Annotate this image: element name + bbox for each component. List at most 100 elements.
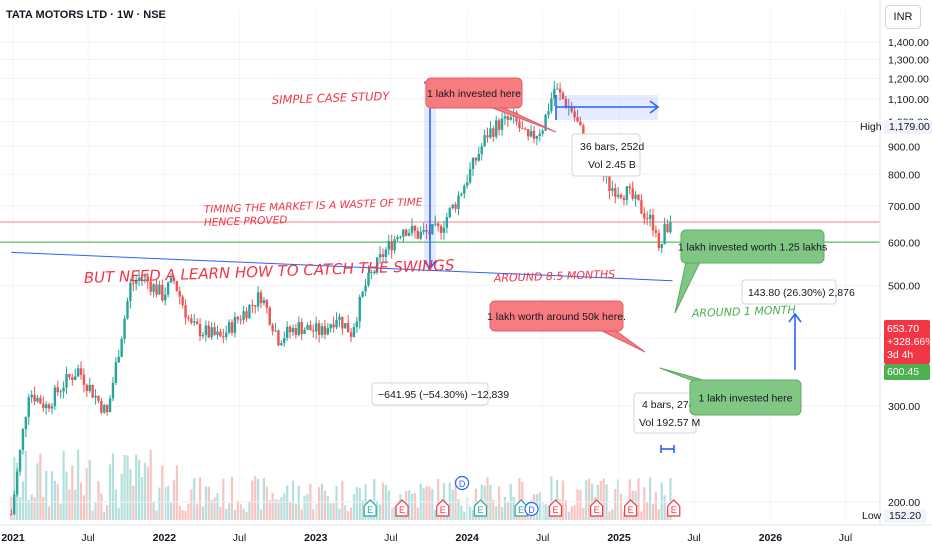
volume-bar: [213, 497, 216, 520]
volume-bar: [387, 490, 390, 520]
candle-body: [195, 321, 199, 324]
volume-bar: [608, 511, 611, 520]
candle-body: [367, 272, 370, 286]
candle-body: [628, 186, 631, 189]
measure-drop-arrow: [423, 260, 437, 270]
candle-body: [474, 157, 478, 161]
volume-bar: [143, 462, 147, 520]
volume-bar: [91, 510, 94, 520]
volume-bar: [24, 450, 27, 520]
volume-bar: [376, 500, 379, 520]
volume-bar: [323, 490, 327, 520]
volume-bar: [262, 477, 266, 520]
volume-bar: [341, 480, 344, 520]
volume-bar: [347, 511, 350, 520]
volume-bar: [660, 482, 663, 520]
volume-bar: [617, 479, 620, 520]
candle-body: [375, 257, 379, 272]
candle-body: [503, 116, 507, 119]
candle-body: [631, 188, 634, 199]
candle-body: [158, 284, 161, 295]
event-markers: E E E E E E E E EDD: [363, 475, 681, 517]
y-tick-label: 1,200.00: [888, 73, 929, 85]
candle-body: [410, 225, 414, 233]
candle-body: [468, 169, 472, 183]
volume-bar: [225, 508, 228, 520]
candle-body: [94, 395, 97, 398]
volume-bar: [498, 486, 501, 520]
volume-bar: [550, 476, 553, 520]
candle-body: [619, 194, 623, 198]
candle-body: [210, 327, 213, 338]
earnings-marker-shape: [624, 499, 638, 517]
candle-body: [405, 229, 408, 236]
candle-body: [213, 327, 216, 335]
volume-bar: [42, 497, 45, 520]
candle-body: [370, 272, 373, 274]
candle-body: [518, 121, 521, 129]
candle-body: [39, 397, 42, 404]
candle-body: [532, 130, 536, 139]
y-tick-label: 800.00: [888, 169, 920, 181]
candle-body: [166, 282, 170, 295]
callout-worth125-box: [680, 229, 825, 264]
candle-body: [169, 277, 173, 283]
dividend-marker-shape: [454, 475, 470, 491]
volume-bar: [457, 499, 460, 520]
candle-body: [550, 98, 553, 112]
callout-worth125-tail: [674, 261, 701, 314]
callout-invested-top-box: [425, 77, 523, 109]
candle-body: [329, 324, 332, 329]
x-tick-label: 2026: [759, 532, 783, 544]
measure-drop-label: −641.95 (−54.30%) −12,839: [378, 389, 509, 401]
volume-bar: [556, 480, 559, 520]
candle-body: [294, 328, 298, 335]
candle-body: [62, 387, 65, 392]
candle-body: [457, 195, 460, 209]
currency-button[interactable]: INR: [885, 5, 921, 29]
volume-bar: [274, 499, 277, 520]
volume-bar: [108, 464, 112, 520]
candle-body: [495, 120, 498, 137]
low-value: 152.20: [884, 509, 927, 523]
candle-body: [71, 377, 74, 381]
candle-body: [373, 271, 376, 273]
candle-body: [239, 319, 242, 321]
volume-bar: [570, 506, 573, 520]
volume-bar: [582, 507, 585, 520]
candle-body: [114, 362, 118, 383]
volume-bar: [259, 509, 263, 520]
candle-body: [76, 368, 80, 377]
candle-body: [10, 514, 13, 516]
candle-body: [326, 328, 330, 335]
drawings: −641.95 (−54.30%) −12,839 36 bars, 252d Vo…: [11, 77, 855, 453]
volume-bar: [50, 471, 54, 520]
candle-body: [262, 300, 266, 304]
candle-body: [27, 397, 30, 417]
volume-bar: [381, 482, 385, 520]
candle-body: [634, 194, 637, 199]
volume-bar: [503, 496, 507, 520]
candle-body: [256, 292, 260, 307]
volume-bar: [152, 501, 155, 520]
candle-body: [140, 277, 144, 279]
volume-bar: [288, 502, 292, 520]
last-change: +328.66%: [887, 336, 932, 348]
candle-body: [341, 316, 344, 329]
measure-drop-box: [371, 382, 489, 406]
candle-body: [68, 373, 71, 378]
candle-body: [103, 404, 106, 413]
volume-bar: [431, 489, 434, 520]
volume-bar: [30, 494, 33, 520]
volume-bar: [451, 489, 454, 520]
swings-note: BUT NEED A LEARN HOW TO CATCH THE SWINGS: [84, 256, 456, 287]
candle-body: [300, 322, 303, 334]
volume-bar: [622, 511, 626, 520]
volume-bar: [413, 492, 417, 520]
earnings-marker-shape: [363, 499, 377, 517]
x-tick-label: Jul: [384, 532, 397, 544]
volume-bar: [393, 506, 396, 520]
volume-bar: [448, 482, 451, 520]
candle-body: [47, 404, 51, 409]
